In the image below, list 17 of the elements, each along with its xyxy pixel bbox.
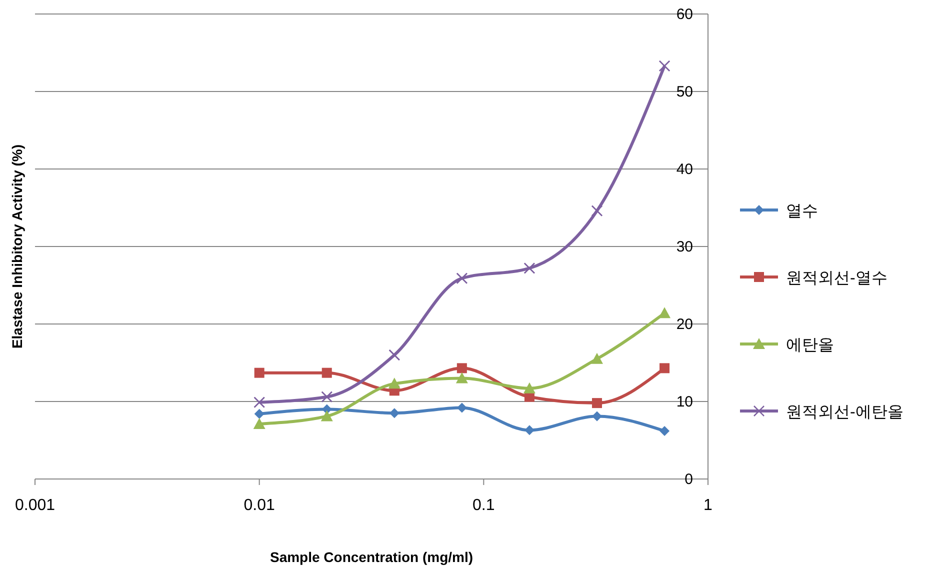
x-tick-label: 1 xyxy=(704,497,713,514)
legend-label: 원적외선-열수 xyxy=(786,270,888,287)
x-tick-label: 0.01 xyxy=(244,497,276,514)
y-tick-label: 30 xyxy=(676,238,693,256)
x-axis-title: Sample Concentration (mg/ml) xyxy=(270,549,474,565)
y-tick-label: 50 xyxy=(676,84,693,100)
y-tick-label: 60 xyxy=(676,6,693,23)
y-axis-title: Elastase Inhibitory Activity (%) xyxy=(9,144,25,349)
legend-label: 원적외선-에탄올 xyxy=(786,404,904,421)
y-tick-label: 0 xyxy=(684,471,693,488)
y-tick-label: 20 xyxy=(676,316,693,333)
legend-label: 열수 xyxy=(786,203,818,220)
x-tick-label: 0.001 xyxy=(14,497,56,514)
y-tick-label: 40 xyxy=(676,161,693,178)
legend-label: 에탄올 xyxy=(786,337,834,354)
y-tick-label: 10 xyxy=(676,394,693,410)
x-tick-label: 0.1 xyxy=(472,497,495,514)
